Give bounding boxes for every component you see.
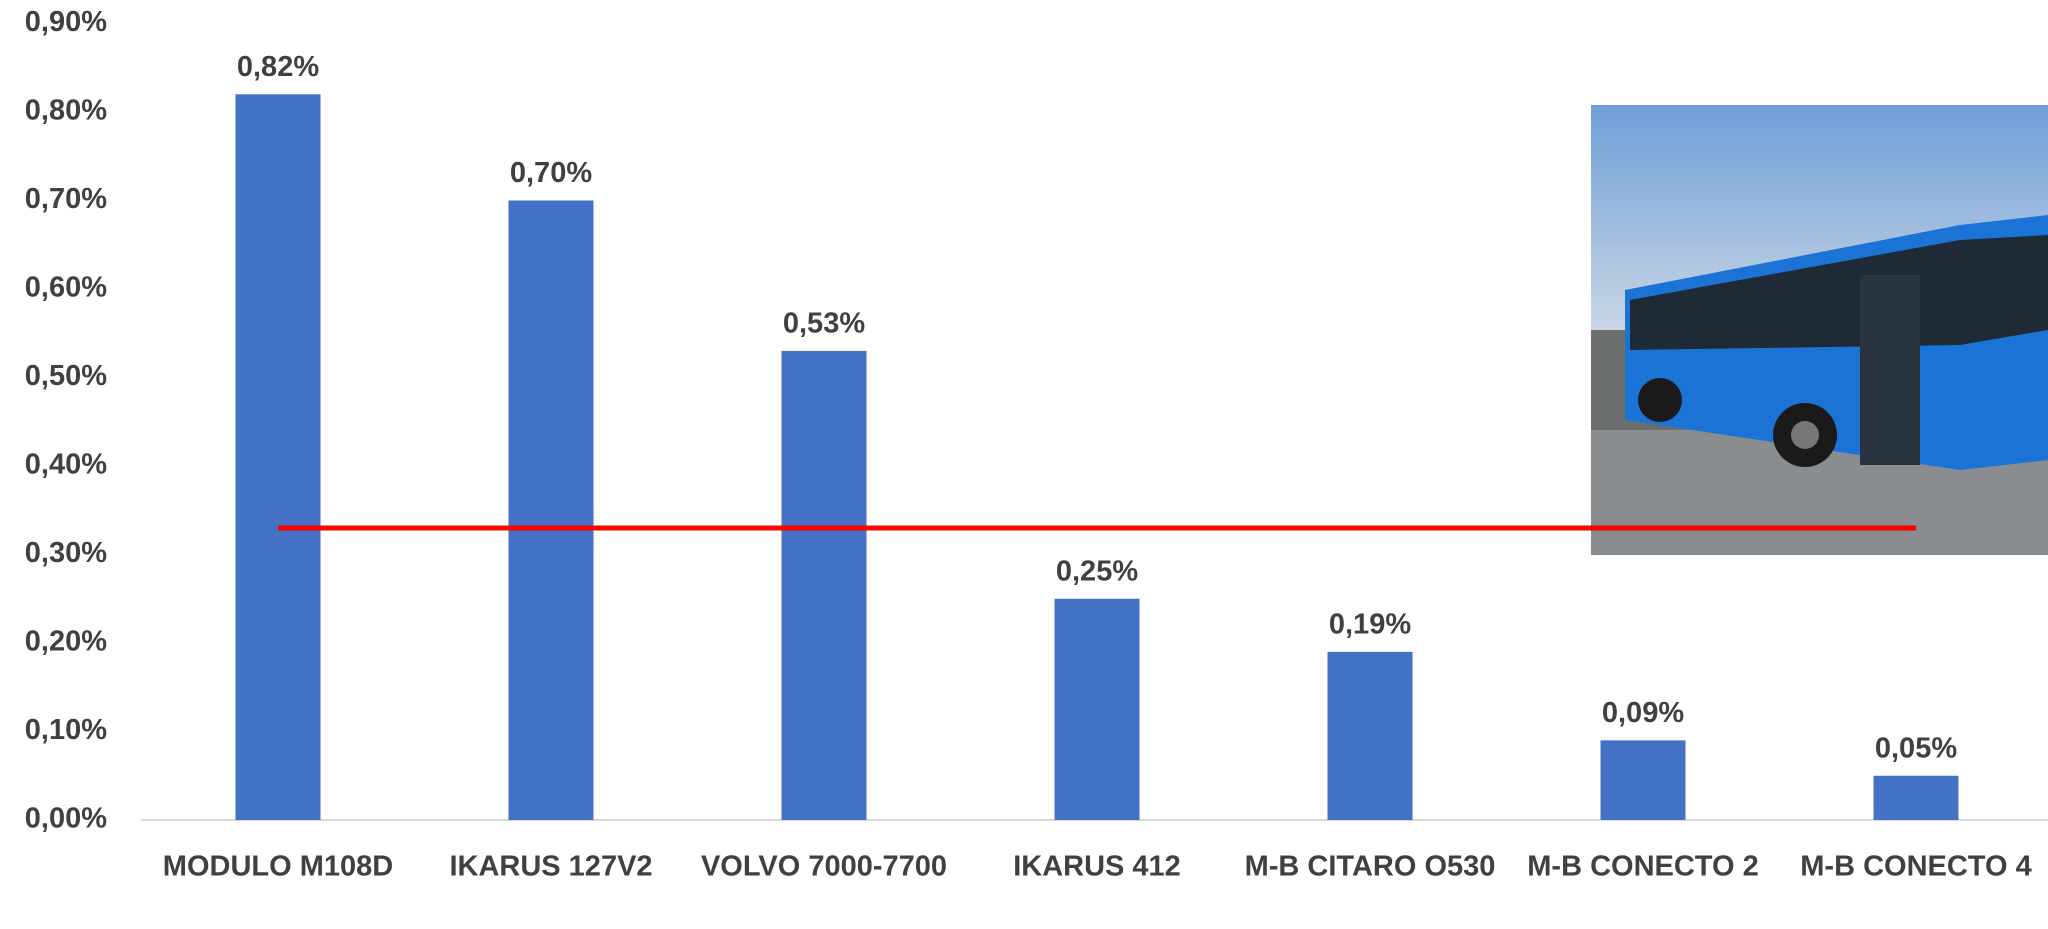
bar <box>1327 651 1413 820</box>
x-tick-label: VOLVO 7000-7700 <box>701 851 947 883</box>
y-tick-label: 0,70% <box>25 183 107 215</box>
x-tick-label: IKARUS 412 <box>1013 851 1181 883</box>
y-tick-label: 0,50% <box>25 360 107 392</box>
value-label: 0,05% <box>1875 732 1957 764</box>
x-tick-label: IKARUS 127V2 <box>449 851 652 883</box>
x-tick-label: MODULO M108D <box>163 851 393 883</box>
bar <box>235 94 321 821</box>
value-label: 0,82% <box>237 51 319 83</box>
bus-photo <box>1591 105 2048 555</box>
value-label: 0,53% <box>783 308 865 340</box>
x-tick-label: M-B CITARO O530 <box>1245 851 1496 883</box>
y-tick-label: 0,10% <box>25 714 107 746</box>
bar <box>1054 598 1140 820</box>
bar <box>508 200 594 820</box>
bar <box>1873 775 1959 820</box>
value-label: 0,70% <box>510 157 592 189</box>
y-tick-label: 0,90% <box>25 6 107 38</box>
bar <box>1600 740 1686 820</box>
value-label: 0,09% <box>1602 697 1684 729</box>
y-tick-label: 0,80% <box>25 95 107 127</box>
y-tick-label: 0,00% <box>25 803 107 835</box>
x-tick-label: M-B CONECTO 4 <box>1800 851 2031 883</box>
bar <box>781 350 867 820</box>
value-label: 0,19% <box>1329 609 1411 641</box>
y-tick-label: 0,60% <box>25 272 107 304</box>
x-tick-label: M-B CONECTO 2 <box>1527 851 1758 883</box>
y-tick-label: 0,30% <box>25 537 107 569</box>
y-tick-label: 0,40% <box>25 449 107 481</box>
y-tick-label: 0,20% <box>25 626 107 658</box>
value-label: 0,25% <box>1056 555 1138 587</box>
